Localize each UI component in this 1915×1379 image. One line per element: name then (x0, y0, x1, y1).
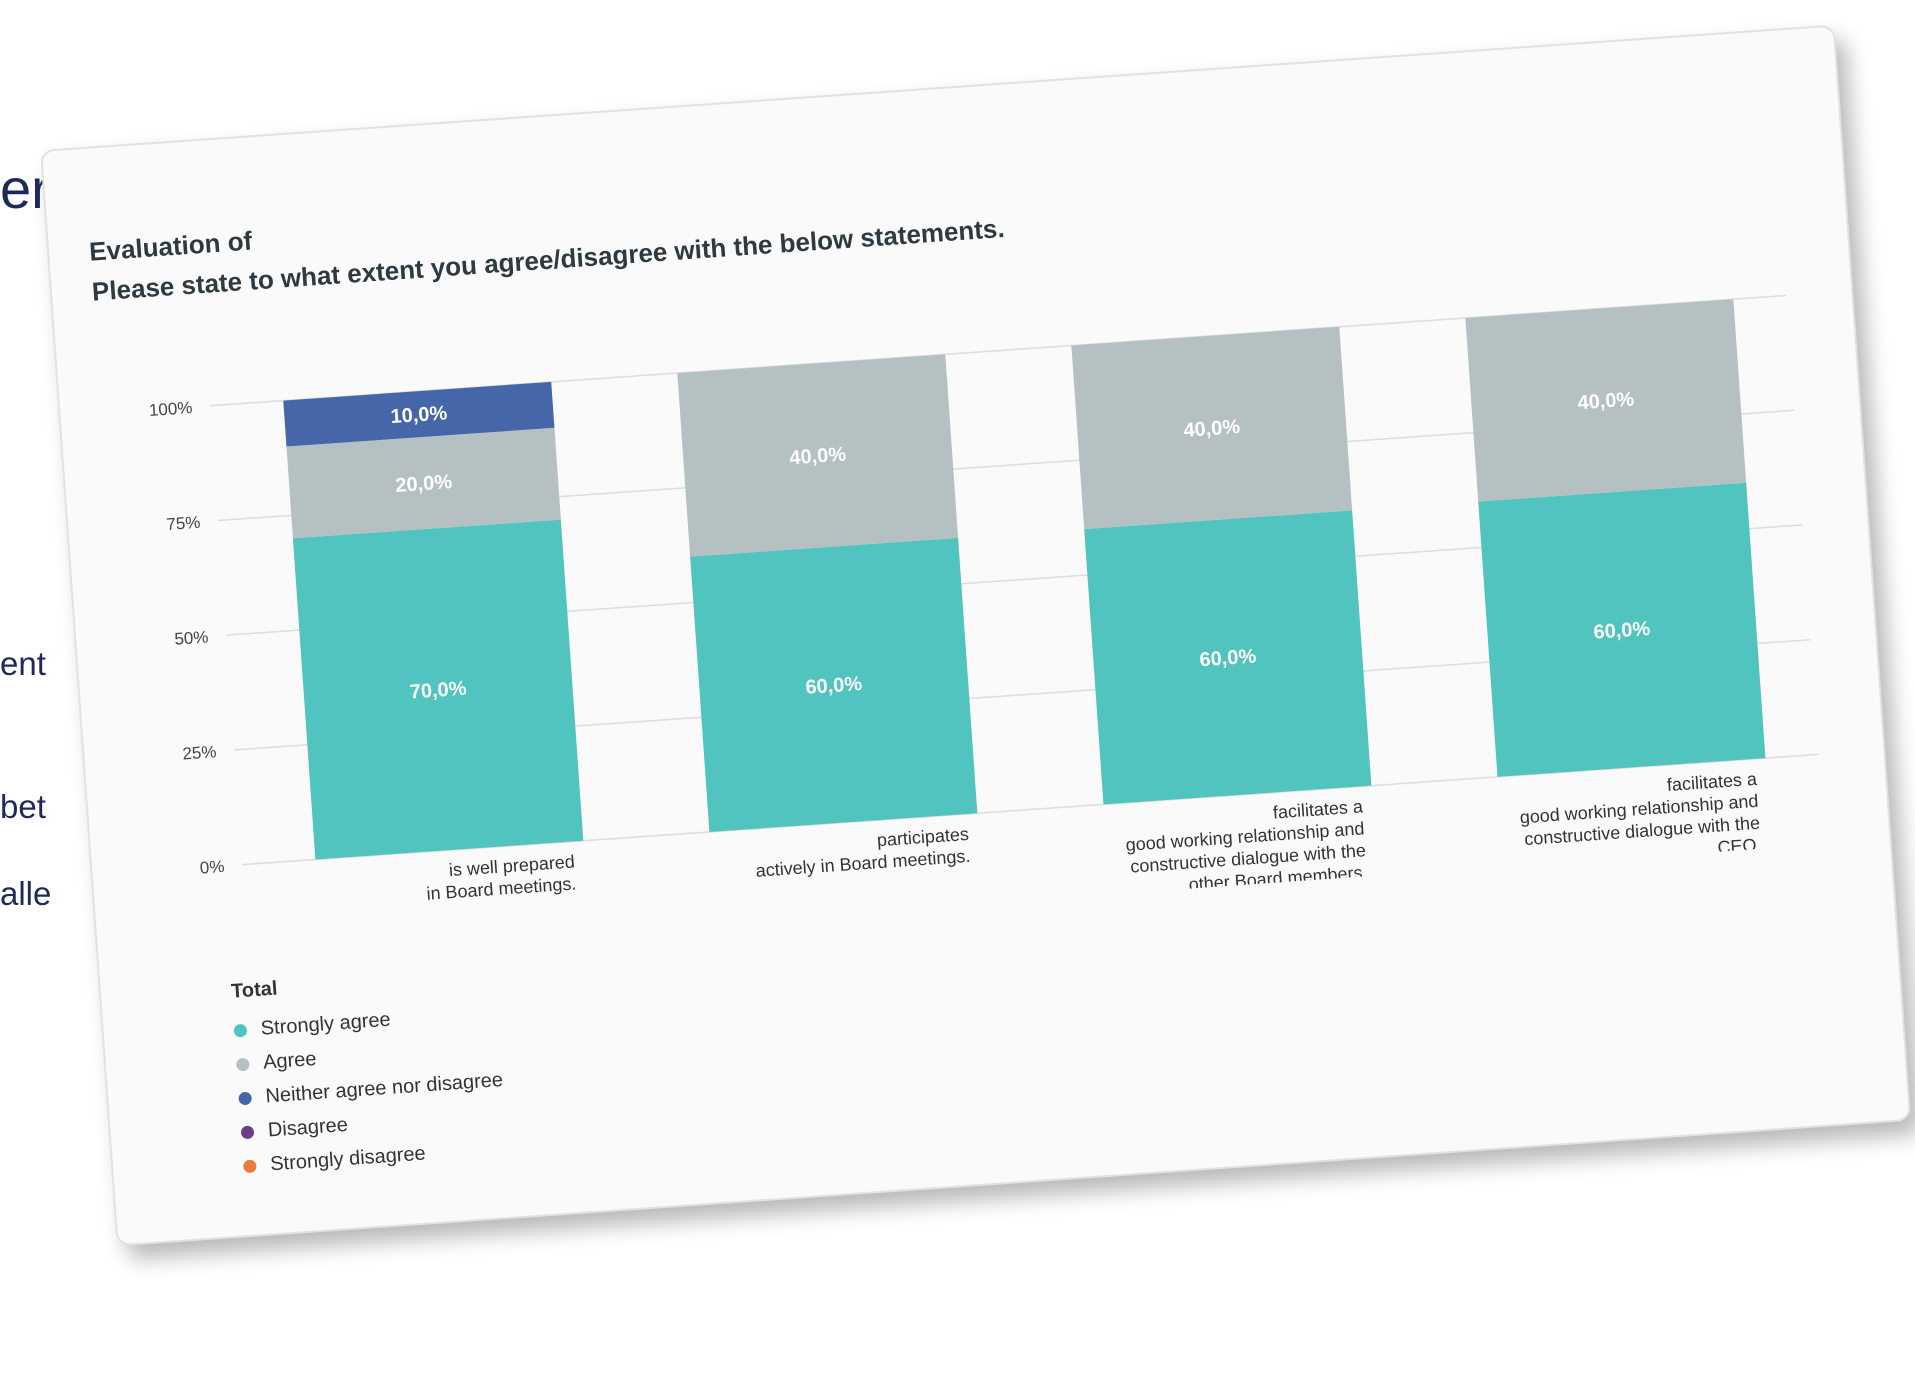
legend-swatch (242, 1158, 257, 1173)
bar-segment (1071, 326, 1353, 530)
legend-label: Disagree (267, 1113, 349, 1141)
legend: Total Strongly agree Agree Neither agree n… (230, 962, 508, 1183)
bar-segment (677, 354, 959, 557)
y-tick-label: 100% (148, 398, 193, 420)
bar-segment (690, 537, 978, 832)
bar-segment (1084, 510, 1372, 805)
chart-card: Evaluation of Please state to what exten… (40, 24, 1912, 1247)
bar-segment (283, 381, 555, 447)
data-label: 40,0% (1183, 416, 1241, 442)
background-text-fragment: ent (0, 645, 46, 682)
y-tick-label: 75% (166, 513, 201, 534)
bar-segment (1478, 482, 1766, 777)
x-tick-label: in Board meetings. (426, 873, 577, 903)
legend-items: Strongly agree Agree Neither agree nor dis… (233, 995, 509, 1183)
data-label: 40,0% (1577, 388, 1635, 414)
background-text-fragment: bet (0, 788, 46, 825)
legend-swatch (233, 1023, 248, 1038)
data-label: 20,0% (395, 471, 453, 497)
legend-label: Strongly disagree (269, 1142, 427, 1175)
data-label: 10,0% (390, 402, 448, 428)
stacked-bar-chart: 100%75%50%25%0%70,0%20,0%10,0%is well pr… (148, 294, 1819, 904)
y-tick-label: 0% (199, 857, 225, 878)
data-label: 70,0% (409, 678, 467, 704)
legend-swatch (238, 1091, 253, 1105)
data-label: 40,0% (789, 444, 847, 470)
x-tick-label: CEO. (1717, 835, 1762, 858)
legend-label: Strongly agree (260, 1008, 392, 1040)
legend-label: Agree (262, 1047, 318, 1074)
bar-segment (292, 519, 584, 860)
data-label: 60,0% (1199, 645, 1257, 671)
data-label: 60,0% (1593, 618, 1651, 644)
y-tick-label: 50% (174, 627, 209, 648)
legend-swatch (240, 1124, 255, 1139)
bar-segment (1465, 299, 1747, 502)
bar-segment (286, 427, 561, 539)
background-text-fragment: alle (0, 875, 52, 912)
data-label: 60,0% (805, 673, 863, 699)
y-tick-label: 25% (182, 742, 217, 763)
legend-swatch (235, 1057, 250, 1072)
x-tick-label: actively in Board meetings. (755, 846, 971, 881)
chart-title: Evaluation of (88, 225, 254, 267)
